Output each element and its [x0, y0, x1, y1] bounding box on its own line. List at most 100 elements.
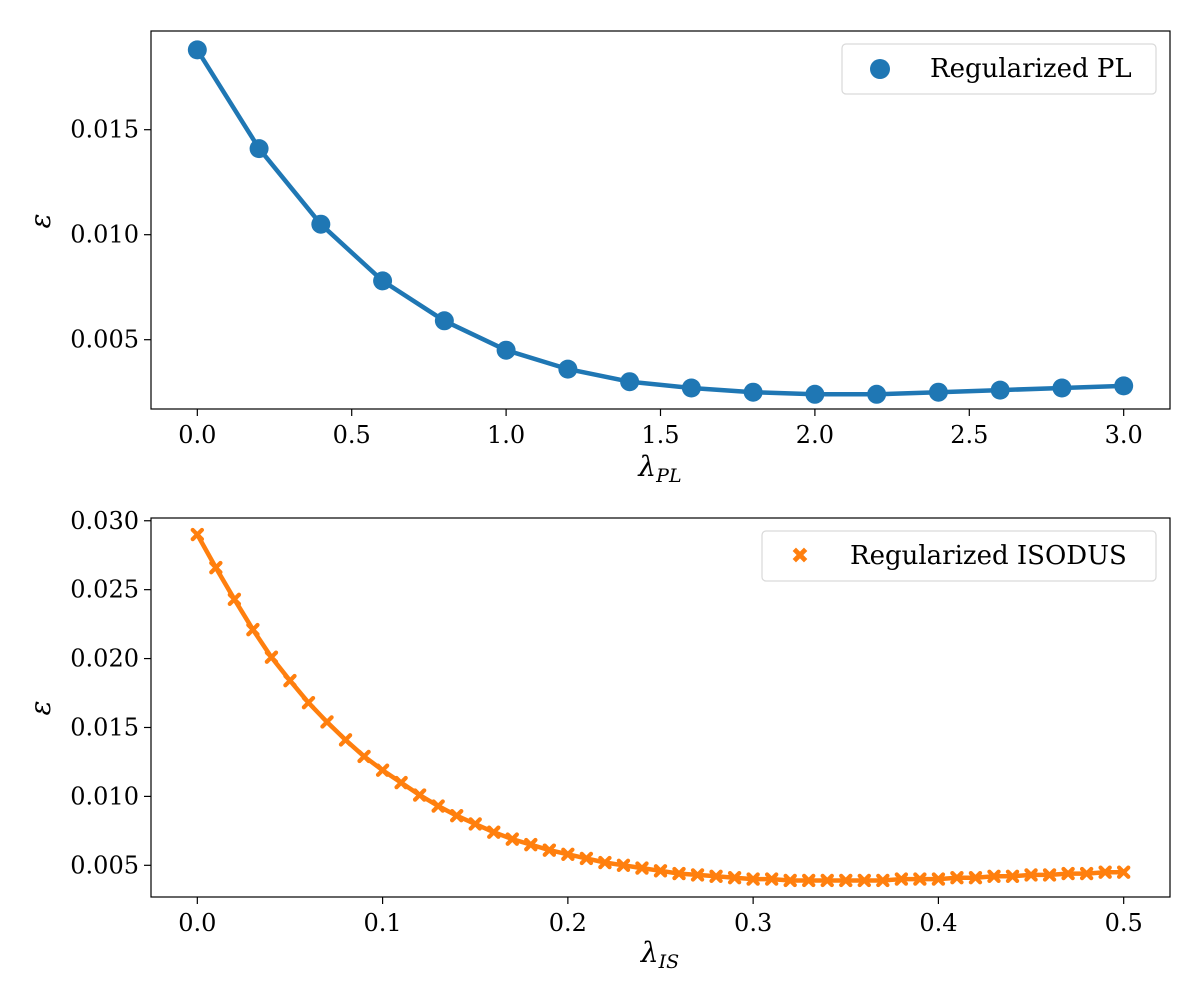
data-point — [635, 861, 649, 875]
data-point — [249, 139, 269, 159]
data-point — [839, 873, 853, 888]
series-line — [195, 48, 1124, 397]
plot-frame — [150, 517, 1171, 898]
y-axis-label: ε — [24, 700, 57, 715]
data-point — [894, 872, 909, 886]
data-point — [681, 378, 701, 398]
x-tick-label: 0.1 — [364, 909, 402, 937]
data-point — [1052, 378, 1072, 398]
data-point — [434, 311, 454, 331]
x-axis-label: λPL — [637, 450, 681, 487]
y-tick-label: 0.025 — [70, 576, 139, 604]
data-point — [820, 873, 834, 888]
data-point — [913, 872, 927, 886]
y-tick-label: 0.015 — [70, 713, 139, 741]
data-point — [1098, 865, 1112, 879]
data-point — [394, 775, 408, 790]
x-tick-label: 2.5 — [950, 421, 988, 449]
x-tick-label: 0.2 — [549, 909, 587, 937]
x-axis-label-main: λ — [637, 450, 656, 483]
x-axis-label-subscript: PL — [655, 465, 681, 487]
x-tick-label: 0.5 — [1105, 909, 1143, 937]
legend-marker-circle — [870, 59, 890, 79]
data-point — [311, 214, 331, 234]
data-point — [338, 733, 353, 747]
data-point — [227, 592, 242, 607]
data-point — [209, 560, 223, 575]
data-point — [561, 847, 575, 861]
data-point — [450, 808, 464, 823]
data-point — [357, 749, 371, 764]
data-point — [496, 340, 516, 360]
data-point — [783, 873, 797, 888]
series-line — [195, 533, 1124, 883]
data-point — [1042, 868, 1057, 882]
data-point — [709, 869, 723, 884]
legend-label: Regularized PL — [930, 54, 1132, 84]
x-tick-label: 0.0 — [178, 909, 216, 937]
data-point — [598, 855, 612, 870]
data-point — [524, 837, 538, 852]
y-tick-label: 0.005 — [70, 326, 139, 354]
data-point — [579, 851, 594, 866]
chart-panel-is: 0.0 0.1 0.2 0.3 0.4 0.5 0.005 0.010 0.015 0.020 0… — [24, 507, 1171, 973]
data-point — [190, 527, 205, 542]
data-point — [542, 843, 557, 857]
x-tick-label: 3.0 — [1105, 421, 1143, 449]
data-point — [373, 271, 393, 291]
data-point — [990, 380, 1010, 400]
data-point — [931, 872, 946, 886]
x-axis-label: λIS — [640, 936, 679, 973]
y-tick-label: 0.015 — [70, 116, 139, 144]
y-axis-label: ε — [24, 213, 57, 228]
data-point — [672, 866, 686, 881]
y-tick-label: 0.020 — [70, 645, 139, 673]
data-point — [876, 873, 890, 888]
data-point — [1116, 865, 1131, 879]
legend-frame — [761, 530, 1157, 582]
legend: Regularized PL — [841, 43, 1157, 95]
data-point — [950, 871, 964, 885]
data-point — [727, 871, 742, 885]
x-tick-label: 2.0 — [796, 421, 834, 449]
data-point — [431, 799, 445, 813]
data-point — [301, 695, 316, 710]
data-point — [987, 869, 1001, 884]
x-tick-label: 0.0 — [178, 421, 216, 449]
data-point — [746, 872, 760, 886]
data-point — [1005, 869, 1020, 884]
data-point — [320, 715, 334, 729]
data-point — [1079, 866, 1094, 881]
data-point — [616, 858, 631, 873]
legend-label: Regularized ISODUS — [850, 541, 1127, 571]
x-tick-label: 0.5 — [333, 421, 371, 449]
data-point — [928, 382, 948, 402]
y-tick-label: 0.005 — [70, 851, 139, 879]
data-point — [690, 868, 705, 882]
x-axis-label-main: λ — [640, 936, 659, 969]
x-tick-label: 0.3 — [734, 909, 772, 937]
x-tick-label: 1.5 — [641, 421, 679, 449]
data-point — [412, 788, 427, 802]
data-point — [620, 372, 640, 392]
data-point — [743, 382, 763, 402]
data-point — [653, 864, 668, 878]
data-point — [468, 817, 482, 831]
data-point — [246, 622, 260, 637]
data-point — [857, 873, 872, 888]
x-tick-label: 0.4 — [919, 909, 957, 937]
y-tick-label: 0.030 — [70, 507, 139, 535]
data-point — [375, 763, 390, 777]
data-point — [1114, 376, 1134, 396]
data-point — [487, 825, 501, 839]
data-point — [802, 873, 816, 888]
data-point — [764, 872, 779, 886]
data-point — [187, 40, 207, 60]
y-tick-label: 0.010 — [70, 221, 139, 249]
data-point — [1061, 866, 1075, 881]
data-point — [968, 871, 983, 885]
data-point — [505, 832, 519, 846]
data-point — [805, 384, 825, 404]
legend-frame — [841, 43, 1157, 95]
